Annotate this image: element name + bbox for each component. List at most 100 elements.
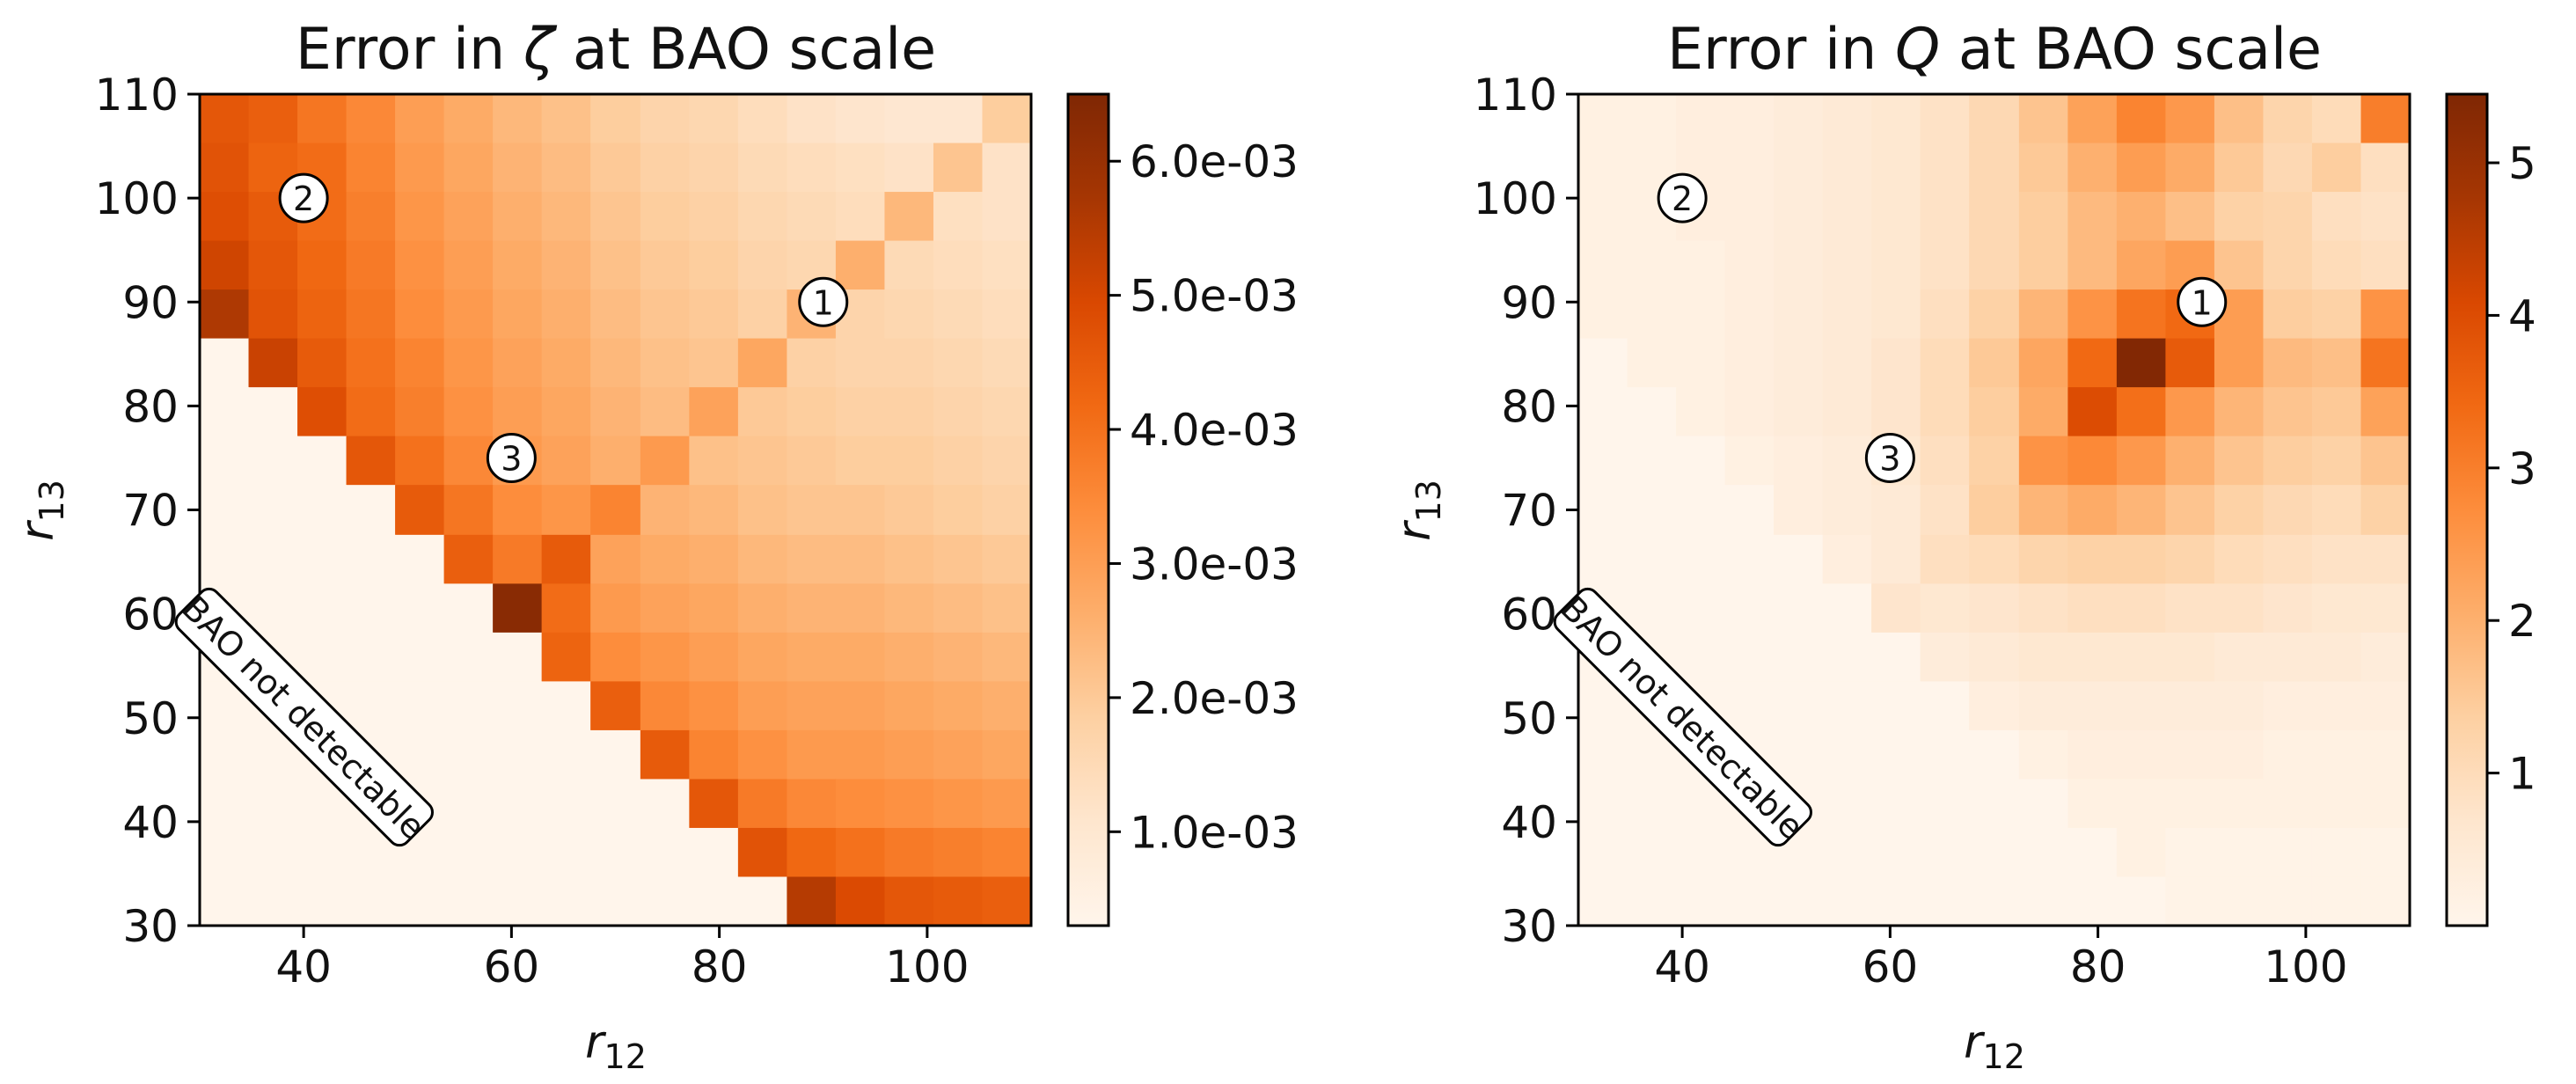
heatmap-cell [395, 436, 445, 486]
heatmap-cell [2263, 338, 2313, 388]
heatmap-cell [933, 681, 984, 731]
heatmap-cell [2116, 632, 2167, 683]
heatmap-cell [541, 143, 591, 193]
heatmap-cell [2311, 289, 2362, 340]
heatmap-cell [884, 485, 934, 536]
heatmap-cell [2360, 289, 2411, 340]
heatmap-cell [2018, 583, 2068, 634]
heatmap-cell [2116, 729, 2167, 780]
colorbar-tick-label: 5.0e-03 [1130, 271, 1299, 322]
heatmap-cell [590, 338, 641, 388]
heatmap-cell [2018, 387, 2068, 437]
heatmap-cell [1578, 143, 1628, 193]
heatmap-cell [200, 779, 250, 829]
heatmap-cell [395, 583, 445, 634]
heatmap-cell [443, 583, 494, 634]
x-tick-label: 80 [692, 941, 748, 992]
x-tick-label: 40 [275, 941, 332, 992]
heatmap-cell [1871, 779, 1921, 829]
heatmap-cell [2116, 583, 2167, 634]
heatmap-cell [2018, 338, 2068, 388]
y-tick-label: 60 [1501, 590, 1557, 641]
colorbar [1066, 92, 1110, 927]
heatmap-cell [1969, 779, 2020, 829]
heatmap-cell [2067, 240, 2118, 290]
heatmap-cell [884, 143, 934, 193]
panel-title: Error in Q at BAO scale [1667, 17, 2322, 83]
heatmap-cell [1822, 681, 1872, 731]
heatmap-cell [2116, 827, 2167, 878]
heatmap-cell [590, 94, 641, 144]
heatmap-cell [1920, 827, 1970, 878]
marker-label: 1 [2192, 283, 2213, 322]
heatmap-cell [443, 338, 494, 388]
heatmap-cell [1578, 729, 1628, 780]
heatmap-cell [689, 240, 739, 290]
heatmap-cell [395, 94, 445, 144]
heatmap-cell [1969, 94, 2020, 144]
heatmap-cell [248, 779, 298, 829]
heatmap-cell [1822, 827, 1872, 878]
heatmap-cell [2360, 192, 2411, 242]
heatmap-cell [1774, 436, 1824, 486]
y-tick-label: 30 [122, 901, 179, 952]
heatmap-cell [2214, 534, 2265, 584]
heatmap-cell [982, 534, 1032, 584]
heatmap-cell [590, 779, 641, 829]
heatmap-cell [1822, 876, 1872, 927]
heatmap-cell [395, 729, 445, 780]
heatmap-cell [1920, 289, 1970, 340]
heatmap-cell [590, 143, 641, 193]
heatmap-cell [2165, 876, 2215, 927]
zeta-error-panel: Error in ζ at BAO scale 40 60 80 100 30 40 50 6… [11, 17, 1299, 1076]
heatmap-cell [1822, 632, 1872, 683]
heatmap-cell [2165, 94, 2215, 144]
heatmap-cell [1578, 436, 1628, 486]
heatmap-cell [689, 876, 739, 927]
heatmap-cell [933, 876, 984, 927]
heatmap-cell [2311, 338, 2362, 388]
y-tick-label: 80 [122, 381, 179, 432]
heatmap-cell [493, 583, 543, 634]
heatmap-cell [640, 876, 690, 927]
heatmap-cell [2214, 387, 2265, 437]
heatmap-cell [1578, 338, 1628, 388]
heatmap-cell [787, 827, 837, 878]
heatmap-cell [2067, 436, 2118, 486]
heatmap-cell [2311, 436, 2362, 486]
heatmap-cell [297, 876, 348, 927]
heatmap-cell [2263, 143, 2313, 193]
heatmap-cell [787, 143, 837, 193]
heatmap-cell [2018, 534, 2068, 584]
heatmap-cell [2067, 583, 2118, 634]
heatmap-cell [2263, 681, 2313, 731]
heatmap-cell [933, 729, 984, 780]
heatmap-cell [689, 192, 739, 242]
heatmap-cell [1578, 94, 1628, 144]
heatmap-cell [1969, 681, 2020, 731]
heatmap-cell [297, 485, 348, 536]
heatmap-cell [1724, 681, 1775, 731]
heatmap-cell [737, 779, 788, 829]
marker-circle [486, 432, 537, 483]
heatmap-cell [640, 534, 690, 584]
heatmap-cell [2311, 583, 2362, 634]
heatmap-cell [1969, 338, 2020, 388]
heatmap-cell [1822, 94, 1872, 144]
marker-circle [278, 172, 329, 223]
heatmap-cell [395, 192, 445, 242]
heatmap-cell [200, 143, 250, 193]
heatmap-cell [1920, 436, 1970, 486]
heatmap-cell [2018, 779, 2068, 829]
x-tick-label: 40 [1654, 941, 1710, 992]
heatmap-cell [1871, 534, 1921, 584]
heatmap-cell [2360, 779, 2411, 829]
colorbar-ticks: 1.0e-03 2.0e-03 3.0e-03 4.0e-03 5.0e-03 6.0e-… [1109, 136, 1299, 858]
colorbar-tick-label: 3.0e-03 [1130, 538, 1299, 590]
heatmap-cell [2214, 876, 2265, 927]
heatmap-cell [2018, 632, 2068, 683]
heatmap-cell [884, 681, 934, 731]
heatmap-cell [1627, 485, 1677, 536]
heatmap-cell [737, 338, 788, 388]
heatmap-cell [2360, 876, 2411, 927]
